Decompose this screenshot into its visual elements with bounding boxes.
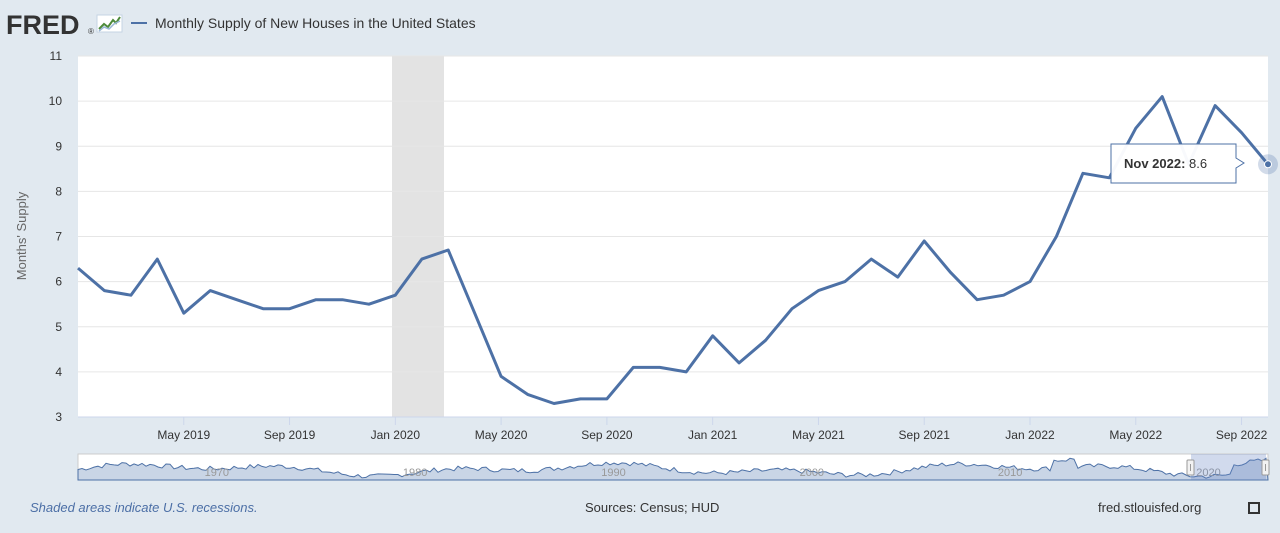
logo-registered-mark: ® (88, 27, 94, 36)
series-line (77, 95, 1270, 405)
tooltip-date: Nov 2022: (1124, 156, 1189, 171)
x-tick-label: May 2021 (792, 428, 845, 442)
y-tick-label: 7 (55, 230, 62, 244)
x-tick-label: May 2020 (475, 428, 528, 442)
x-tick-label: May 2019 (157, 428, 210, 442)
y-tick-label: 8 (55, 184, 62, 198)
tooltip: Nov 2022: 8.6 (1110, 143, 1245, 184)
y-tick-label: 9 (55, 139, 62, 153)
logo-chart-icon (96, 14, 123, 33)
navigator-year-label: 2020 (1196, 467, 1220, 479)
recession-note: Shaded areas indicate U.S. recessions. (30, 500, 258, 515)
navigator-year-label: 1980 (403, 467, 427, 479)
sources-text: Sources: Census; HUD (585, 500, 720, 515)
y-tick-label: 3 (55, 410, 62, 424)
x-tick-label: Sep 2021 (899, 428, 951, 442)
y-tick-label: 4 (55, 365, 62, 379)
navigator-year-label: 2000 (800, 467, 824, 479)
x-tick-label: May 2022 (1109, 428, 1162, 442)
x-tick-label: Jan 2020 (371, 428, 421, 442)
navigator-year-label: 2010 (998, 467, 1022, 479)
logo-text: FRED (6, 10, 80, 40)
tooltip-text: Nov 2022: 8.6 (1124, 156, 1207, 171)
site-link[interactable]: fred.stlouisfed.org (1098, 500, 1202, 515)
navigator-series (77, 457, 1269, 481)
fred-logo[interactable]: FRED ® (6, 10, 123, 40)
tooltip-box (1110, 143, 1245, 184)
x-tick-label: Jan 2022 (1005, 428, 1055, 442)
navigator-year-label: 1990 (601, 467, 625, 479)
x-tick-label: Jan 2021 (688, 428, 738, 442)
y-tick-label: 11 (50, 49, 63, 63)
navigator-year-label: 1970 (205, 467, 229, 479)
x-tick-label: Sep 2019 (264, 428, 316, 442)
x-tick-label: Sep 2022 (1216, 428, 1268, 442)
range-navigator[interactable]: 1970 1980 1990 2000 2010 2020 (77, 453, 1270, 481)
y-tick-label: 6 (55, 275, 62, 289)
navigator-selection (1191, 454, 1266, 480)
legend[interactable]: Monthly Supply of New Houses in the Unit… (131, 15, 476, 31)
y-tick-label: 10 (49, 94, 63, 108)
fullscreen-icon[interactable] (1248, 502, 1260, 514)
x-tick-label: Sep 2020 (581, 428, 633, 442)
hover-point (1264, 160, 1272, 169)
y-tick-label: 5 (55, 320, 62, 334)
legend-title: Monthly Supply of New Houses in the Unit… (155, 15, 476, 31)
y-axis-title: Months' Supply (14, 191, 29, 280)
tooltip-value: 8.6 (1189, 156, 1207, 171)
chart-svg: FRED ® Monthly Supply of New Houses in t… (6, 10, 1278, 481)
